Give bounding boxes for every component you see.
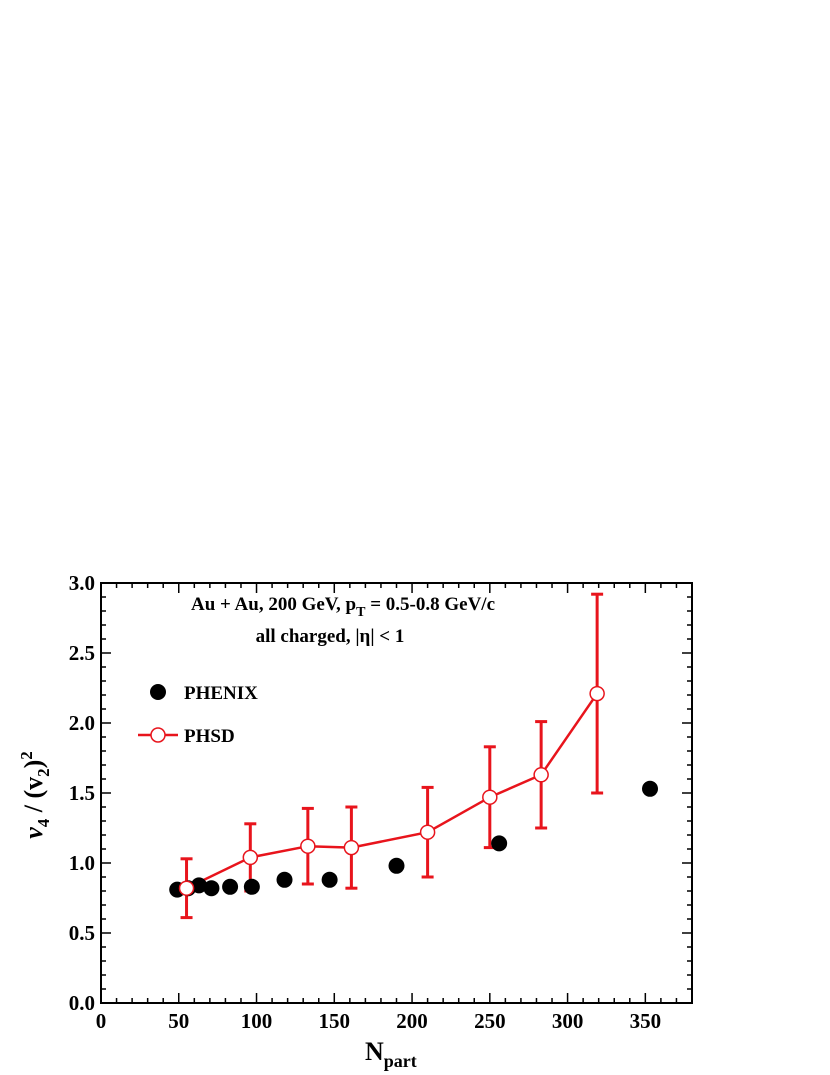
legend-label-phenix: PHENIX [184,683,258,704]
x-tick-label: 0 [96,1009,107,1033]
y-tick-label: 1.0 [69,851,95,875]
phsd-point [178,880,195,896]
phsd-series-line [185,692,599,890]
legend: PHENIX PHSD [138,683,258,747]
phenix-point [642,780,659,797]
series-layer [169,592,659,920]
phsd-point [242,849,259,866]
chart-title-line1: Au + Au, 200 GeV, pT = 0.5-0.8 GeV/c [191,594,495,620]
y-tick-label: 1.5 [69,781,95,805]
phsd-point [589,685,605,702]
phenix-point [276,871,293,888]
phenix-point [243,878,260,895]
phsd-point [533,767,549,783]
x-tick-label: 150 [319,1009,351,1033]
y-tick-label: 0.5 [69,921,95,945]
x-axis-title: Npart [365,1037,417,1071]
x-tick-label: 300 [552,1009,584,1033]
y-axis-title: v4 / (v2)2 [17,751,53,839]
chart-title-line2: all charged, |η| < 1 [256,626,405,647]
x-tick-label: 350 [630,1009,662,1033]
phenix-point [321,871,338,888]
phsd-point [419,824,436,840]
x-tick-label: 250 [474,1009,506,1033]
phenix-point [203,880,220,897]
y-tick-label: 2.0 [69,711,95,735]
y-tick-label: 3.0 [69,571,95,595]
legend-marker-phenix [150,684,166,700]
legend-label-phsd: PHSD [184,726,235,747]
y-tick-label: 2.5 [69,641,95,665]
phenix-point [388,857,405,874]
phenix-point [491,835,508,852]
phenix-point [190,877,207,894]
y-tick-label: 0.0 [69,991,95,1015]
x-tick-label: 50 [168,1009,189,1033]
phsd-point [300,838,316,854]
legend-marker-phsd [150,727,166,743]
x-tick-label: 200 [396,1009,428,1033]
phenix-point [222,878,239,895]
x-tick-label: 100 [241,1009,273,1033]
phsd-point [482,789,498,805]
axis-ticks: 0 50 100 150 200 250 300 350 0.0 0.5 1.0 1.5 2.0 2.5 3… [69,571,693,1033]
phsd-point [343,839,360,856]
